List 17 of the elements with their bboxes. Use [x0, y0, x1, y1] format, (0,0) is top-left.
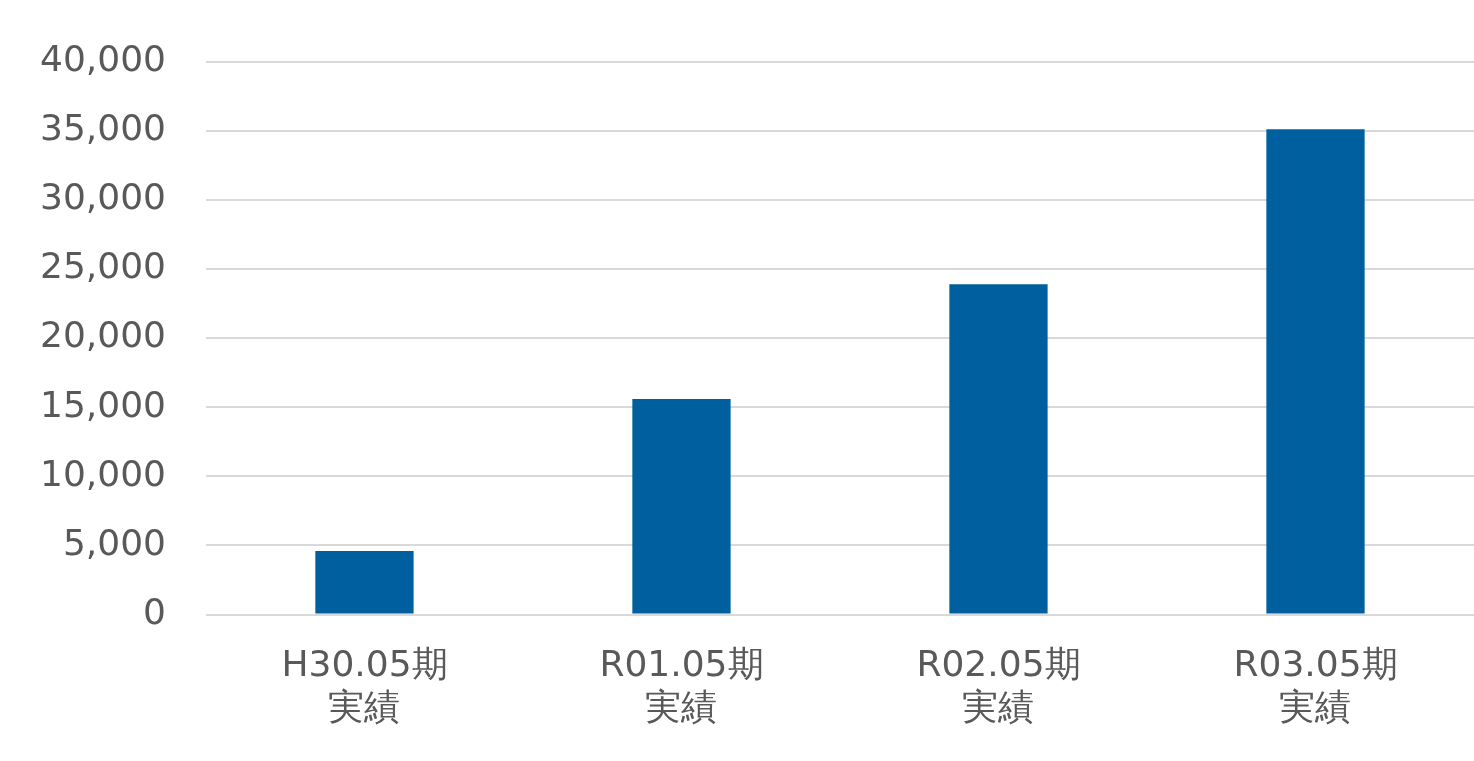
y-tick-label: 35,000	[40, 107, 166, 149]
x-tick-label: R03.05期実績	[1233, 642, 1398, 727]
y-tick-label: 20,000	[40, 314, 166, 356]
x-tick-label: H30.05期実績	[281, 642, 448, 727]
y-tick-label: 0	[143, 590, 166, 632]
y-tick-label: 30,000	[40, 176, 166, 218]
bar	[632, 398, 731, 614]
y-tick-label: 40,000	[40, 37, 166, 79]
x-tick-label: R02.05期実績	[916, 642, 1081, 727]
bar	[315, 551, 414, 614]
bar	[1266, 129, 1365, 614]
y-tick-label: 25,000	[40, 245, 166, 287]
bar	[949, 284, 1048, 614]
y-tick-label: 15,000	[40, 383, 166, 425]
x-tick-label: R01.05期実績	[599, 642, 764, 727]
y-tick-label: 10,000	[40, 452, 166, 494]
y-tick-label: 5,000	[62, 521, 166, 563]
